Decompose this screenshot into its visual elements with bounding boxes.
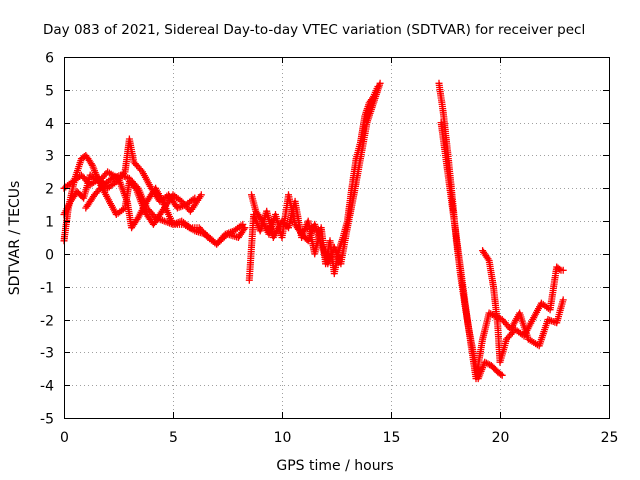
data-point <box>191 194 199 202</box>
data-point <box>239 220 247 228</box>
y-tick-label: -2 <box>40 314 54 330</box>
y-tick-label: 3 <box>45 149 54 165</box>
series-pass-I <box>479 247 567 366</box>
x-tick-label: 20 <box>492 430 510 446</box>
x-tick-label: 10 <box>274 430 292 446</box>
series-pass-C <box>60 135 199 212</box>
y-tick-label: 6 <box>45 51 54 67</box>
data-point <box>559 266 567 274</box>
data-point <box>497 370 505 378</box>
series-pass-D <box>82 171 247 248</box>
data-point <box>376 79 384 87</box>
chart-title: Day 083 of 2021, Sidereal Day-to-day VTE… <box>43 22 585 38</box>
y-tick-label: 0 <box>45 248 54 264</box>
y-tick-label: -5 <box>40 412 54 428</box>
x-tick-label: 15 <box>383 430 401 446</box>
axis-ticks: 0 5 10 15 20 25 -5 -4 -3 -2 -1 0 1 2 3 4 5 6 <box>40 51 618 447</box>
y-tick-label: 2 <box>45 182 54 198</box>
data-point <box>498 371 506 379</box>
data-point <box>556 265 564 273</box>
data-point <box>559 296 567 304</box>
x-tick-label: 5 <box>169 430 178 446</box>
series-pass-F <box>248 79 384 268</box>
y-tick-label: 4 <box>45 117 54 133</box>
data-point <box>484 360 492 368</box>
data-point <box>197 191 205 199</box>
y-axis-label: SDTVAR / TECUs <box>7 181 23 296</box>
y-tick-label: -1 <box>40 281 54 297</box>
y-tick-label: -4 <box>40 379 54 395</box>
series-pass-H <box>437 119 567 383</box>
x-tick-label: 0 <box>60 430 69 446</box>
x-axis-label: GPS time / hours <box>276 458 393 474</box>
data-point <box>240 225 248 233</box>
y-tick-label: 5 <box>45 84 54 100</box>
x-tick-label: 25 <box>601 430 619 446</box>
data-point <box>485 309 493 317</box>
y-tick-label: 1 <box>45 215 54 231</box>
y-tick-label: -3 <box>40 346 54 362</box>
data-points <box>60 79 567 383</box>
plot-frame <box>64 57 610 419</box>
